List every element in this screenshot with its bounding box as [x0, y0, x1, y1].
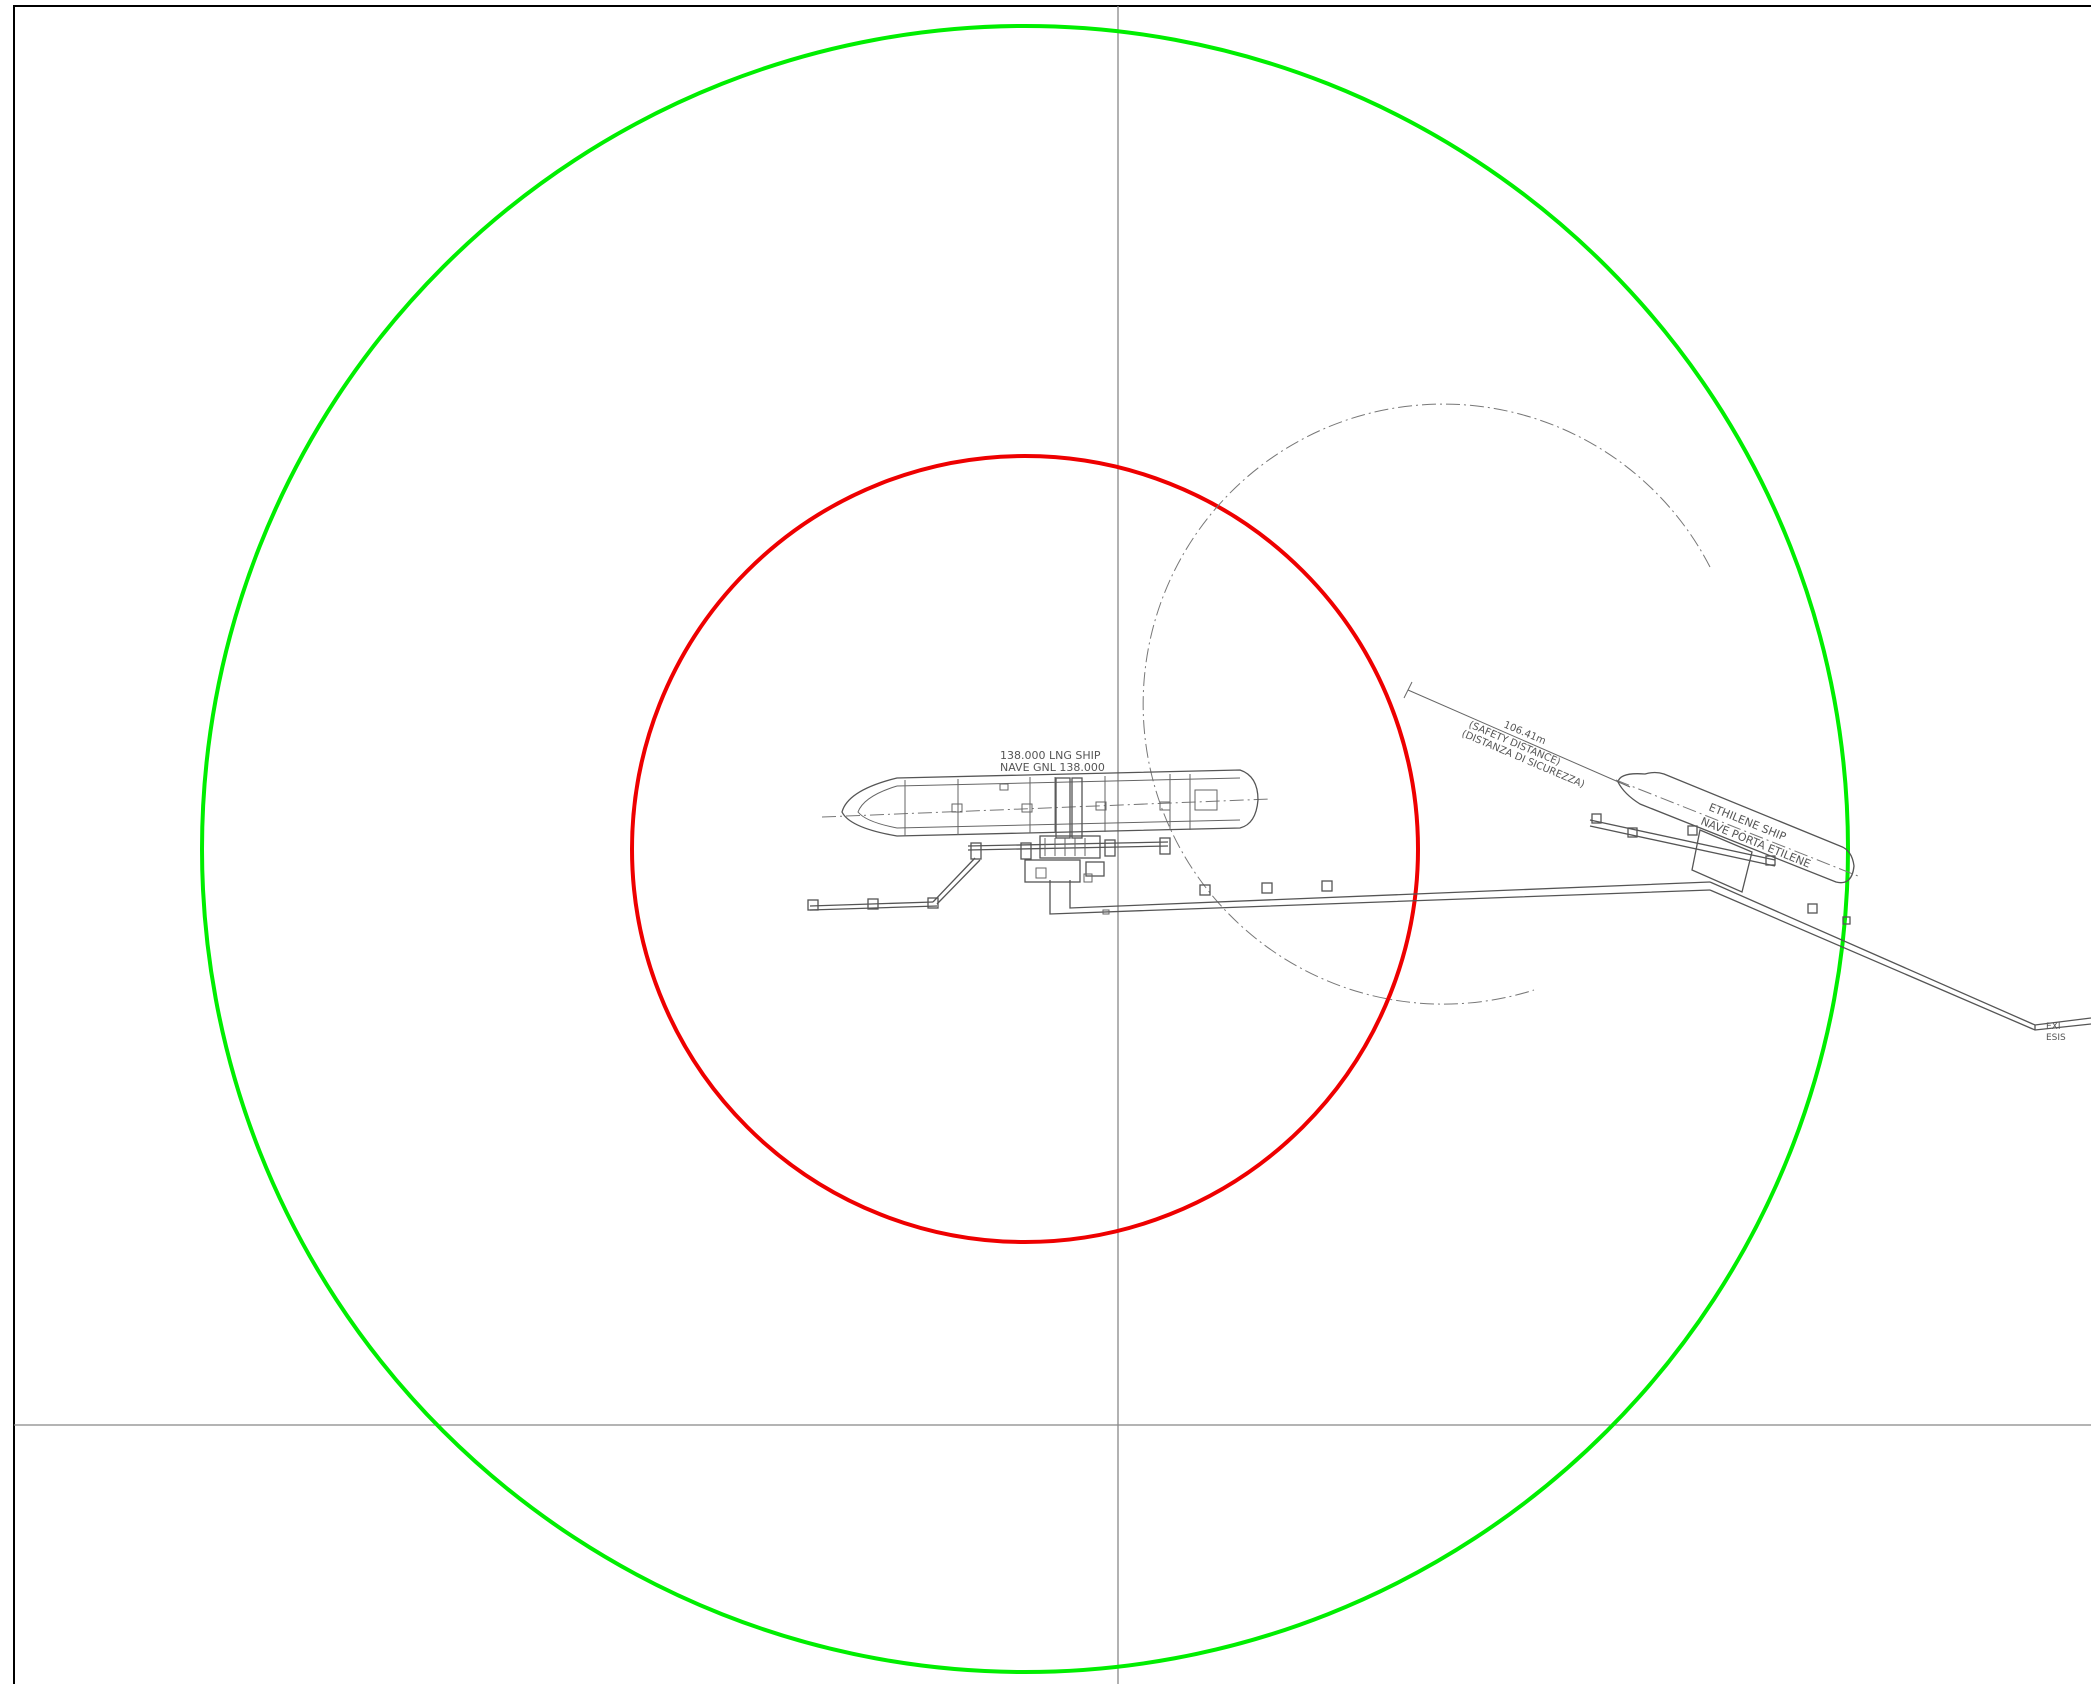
trestle-dolphin [1321, 880, 1333, 892]
lng-jetty-platform [807, 835, 1171, 911]
ethylene-mooring-dolphin [1687, 825, 1698, 836]
lng-ship-deck-line [896, 777, 1241, 787]
trestle-dolphin [1261, 882, 1273, 894]
mooring-line [967, 841, 1169, 847]
walkway-link [932, 857, 976, 903]
mooring-dolphin [970, 842, 982, 860]
breasting-dolphin [807, 899, 819, 911]
service-building [1085, 861, 1105, 877]
ethylene-mooring-dolphin [1591, 813, 1602, 824]
mooring-line [967, 845, 1169, 851]
lng-ship-label-en: 138.000 LNG SHIP [1000, 749, 1101, 762]
lng-ship: 138.000 LNG SHIP NAVE GNL 138.000 [821, 749, 1271, 839]
walkway-link [936, 859, 981, 905]
mooring-dolphin [1020, 842, 1032, 860]
mooring-dolphin [1104, 839, 1116, 857]
drawing-frame [13, 5, 2091, 1684]
ethylene-loading-platform [1691, 829, 1753, 893]
walkway-to-dolphins [809, 901, 934, 907]
lng-ship-hull [841, 769, 1259, 837]
safety-distance-tick [1403, 681, 1413, 699]
trestle-dolphin [1199, 884, 1211, 896]
ethylene-mooring-dolphin [1842, 916, 1851, 925]
lng-trestle [1049, 880, 1711, 915]
lng-ship-tank-symbol [1021, 803, 1033, 813]
lng-ship-label-it: NAVE GNL 138.000 [1000, 761, 1105, 774]
lng-ship-deck-line [896, 819, 1241, 829]
safety-distance-dimension-line [1407, 689, 1631, 788]
ethylene-berth-line [1589, 825, 1776, 867]
lng-ship-tank-symbol [1095, 801, 1107, 811]
mooring-dolphin [1159, 837, 1171, 855]
ethylene-ship: ETHILENE SHIP NAVE PORTA ETILENE [1615, 771, 1859, 884]
ethylene-mooring-dolphin [1627, 827, 1638, 838]
breasting-dolphin [927, 897, 939, 909]
lng-ship-centerline [821, 798, 1271, 818]
ethylene-mooring-dolphin [1807, 903, 1818, 914]
ethylene-safety-distance-arc [1142, 403, 1711, 1005]
ethylene-berth-line [1589, 819, 1776, 861]
platform-equipment [1083, 873, 1093, 883]
existing-label-line2: ESIS [2046, 1033, 2066, 1043]
ethylene-trestle-edge [1709, 881, 2091, 1026]
platform-equipment [1035, 867, 1047, 879]
trestle-edge [1049, 880, 1711, 915]
service-platform [1024, 859, 1081, 883]
lng-ship-tank-symbol [999, 783, 1009, 791]
walkway-to-dolphins [809, 905, 938, 911]
outer-hazard-zone-circle [200, 24, 1850, 1674]
ethylene-ship-centerline [1615, 779, 1859, 877]
trestle-marker [1102, 909, 1110, 915]
breasting-dolphin [867, 898, 879, 910]
lng-ship-manifold [1071, 777, 1083, 839]
inner-hazard-zone-circle [630, 454, 1420, 1244]
loading-arm-cluster [1039, 835, 1101, 859]
trestle-edge [1069, 880, 1711, 909]
ethylene-jetty: EXI ESIS [1589, 813, 2091, 1043]
lng-ship-tank-symbol [1159, 801, 1171, 811]
lng-ship-tank-symbol [951, 803, 963, 813]
ethylene-trestle-edge [1709, 889, 2091, 1031]
lng-ship-bow-line [857, 785, 898, 829]
lng-ship-deck-house [1194, 789, 1218, 811]
existing-label-line1: EXI [2046, 1022, 2061, 1032]
lng-ship-manifold [1055, 777, 1071, 839]
